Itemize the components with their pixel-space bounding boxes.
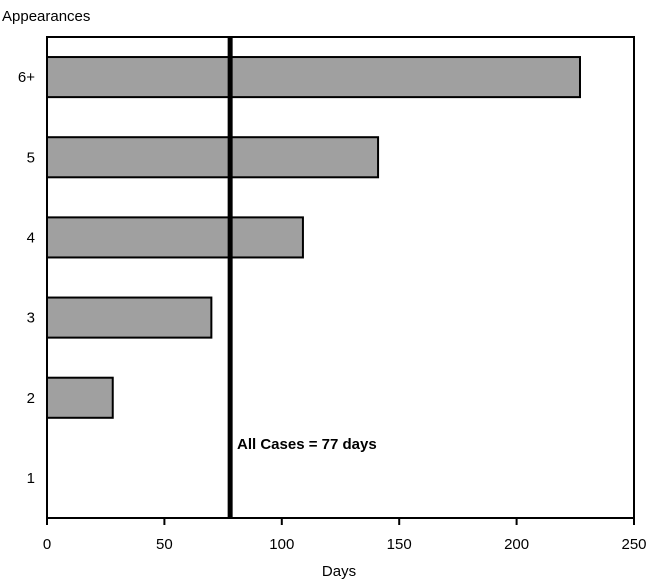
plot-frame — [46, 36, 635, 519]
reference-line-label: All Cases = 77 days — [237, 436, 377, 453]
x-tick-label: 50 — [156, 536, 173, 553]
bars-layer — [46, 56, 581, 419]
x-tick-label: 100 — [269, 536, 294, 553]
x-tick-labels: 0 50 100 150 200 250 — [43, 518, 647, 553]
bar-2 — [46, 376, 114, 419]
bar-4 — [46, 216, 304, 259]
y-tick-label: 2 — [27, 390, 35, 407]
y-tick-label: 3 — [27, 310, 35, 327]
y-tick-label: 4 — [27, 229, 35, 246]
y-tick-label: 1 — [27, 470, 35, 487]
y-tick-labels: 6+ 5 4 3 2 1 — [18, 69, 35, 487]
y-tick-label: 6+ — [18, 69, 35, 86]
bar-3 — [46, 296, 213, 339]
x-tick-label: 150 — [387, 536, 412, 553]
bar-6+ — [46, 56, 581, 99]
x-tick-label: 0 — [43, 536, 51, 553]
bar-5 — [46, 136, 380, 179]
y-axis-title: Appearances — [2, 8, 90, 25]
x-tick-label: 200 — [504, 536, 529, 553]
x-axis-title: Days — [322, 563, 356, 579]
x-tick-label: 250 — [621, 536, 646, 553]
y-tick-label: 5 — [27, 149, 35, 166]
